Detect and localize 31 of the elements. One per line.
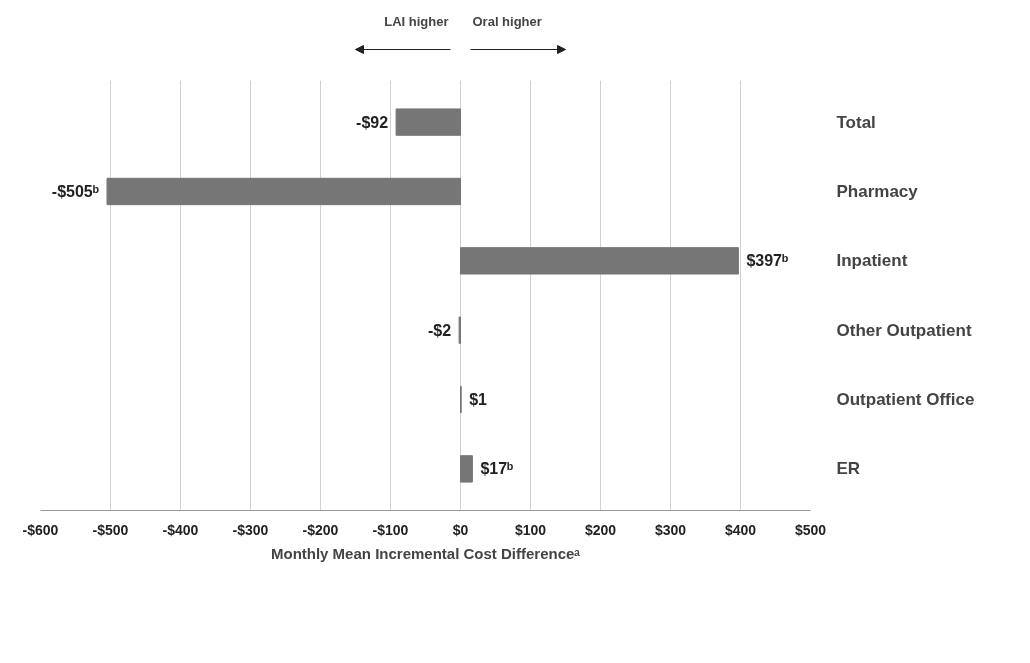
x-tick-label: -$500 — [92, 521, 129, 538]
bar — [460, 247, 739, 275]
y-tick-label: Total — [836, 112, 876, 132]
y-tick-label: Pharmacy — [836, 181, 919, 201]
text: LAI higher — [384, 14, 449, 29]
x-tick-label: $200 — [584, 521, 617, 538]
text: Oral higher — [472, 14, 542, 29]
x-tick-label: $400 — [724, 521, 757, 538]
y-tick-label: Other Outpatient — [836, 320, 972, 340]
bar — [395, 108, 461, 136]
data-label: -$505ᵇ — [51, 182, 100, 200]
x-tick-label: $300 — [654, 521, 687, 538]
x-tick-label: $100 — [514, 521, 547, 538]
data-label: $17ᵇ — [480, 460, 514, 478]
x-axis-title: Monthly Mean Incremental Cost Differenceᵃ — [270, 544, 581, 562]
y-tick-label: Outpatient Office — [836, 390, 975, 410]
x-tick-label: -$400 — [162, 521, 199, 538]
data-label: -$2 — [427, 321, 452, 339]
bar — [460, 455, 473, 483]
x-tick-label: -$600 — [22, 521, 59, 538]
data-label: $1 — [469, 391, 488, 409]
y-tick-label: Inpatient — [836, 251, 908, 271]
data-label: -$92 — [356, 113, 389, 131]
y-tick-label: ER — [836, 459, 861, 479]
bar — [106, 177, 461, 206]
data-label: $397ᵇ — [746, 252, 789, 270]
x-tick-label: -$300 — [232, 521, 269, 538]
x-tick-label: -$200 — [302, 521, 339, 538]
x-tick-label: $500 — [794, 521, 827, 538]
x-tick-label: -$100 — [372, 521, 409, 538]
x-tick-label: $0 — [452, 521, 469, 538]
